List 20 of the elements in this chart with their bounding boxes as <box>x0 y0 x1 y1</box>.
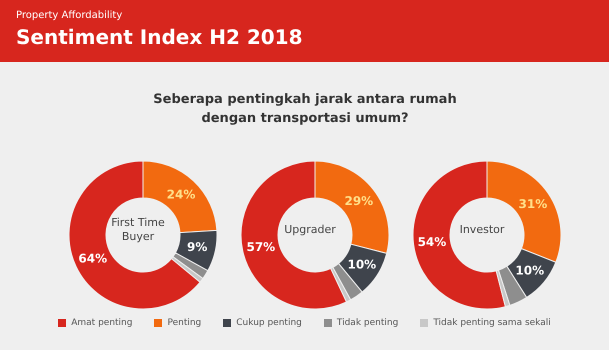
data-label: 54% <box>418 234 446 249</box>
data-label: 10% <box>515 263 544 278</box>
data-label: 10% <box>347 258 376 272</box>
legend-label: Cukup penting <box>236 318 302 328</box>
chart-subtitle: Seberapa pentingkah jarak antara rumah dengan transportasi umum? <box>152 91 458 128</box>
data-label: 24% <box>166 188 196 202</box>
legend-label: Tidak penting <box>336 318 398 328</box>
legend-label: Amat penting <box>71 318 132 328</box>
data-label: 31% <box>518 196 548 211</box>
data-label: 9% <box>186 240 208 254</box>
slice-label: Investor <box>458 222 506 238</box>
legend-label: Tidak penting sama sekali <box>433 318 551 328</box>
legend-label: Penting <box>167 318 202 328</box>
slice-label: First Time Buyer <box>110 215 166 245</box>
chart-title: Sentiment Index H2 2018 <box>16 25 302 49</box>
data-label: 57% <box>246 240 276 254</box>
slice-label: Upgrader <box>283 222 337 238</box>
data-label: 64% <box>78 252 108 266</box>
text: Property Affordability <box>16 10 122 21</box>
data-label: 29% <box>344 194 374 208</box>
